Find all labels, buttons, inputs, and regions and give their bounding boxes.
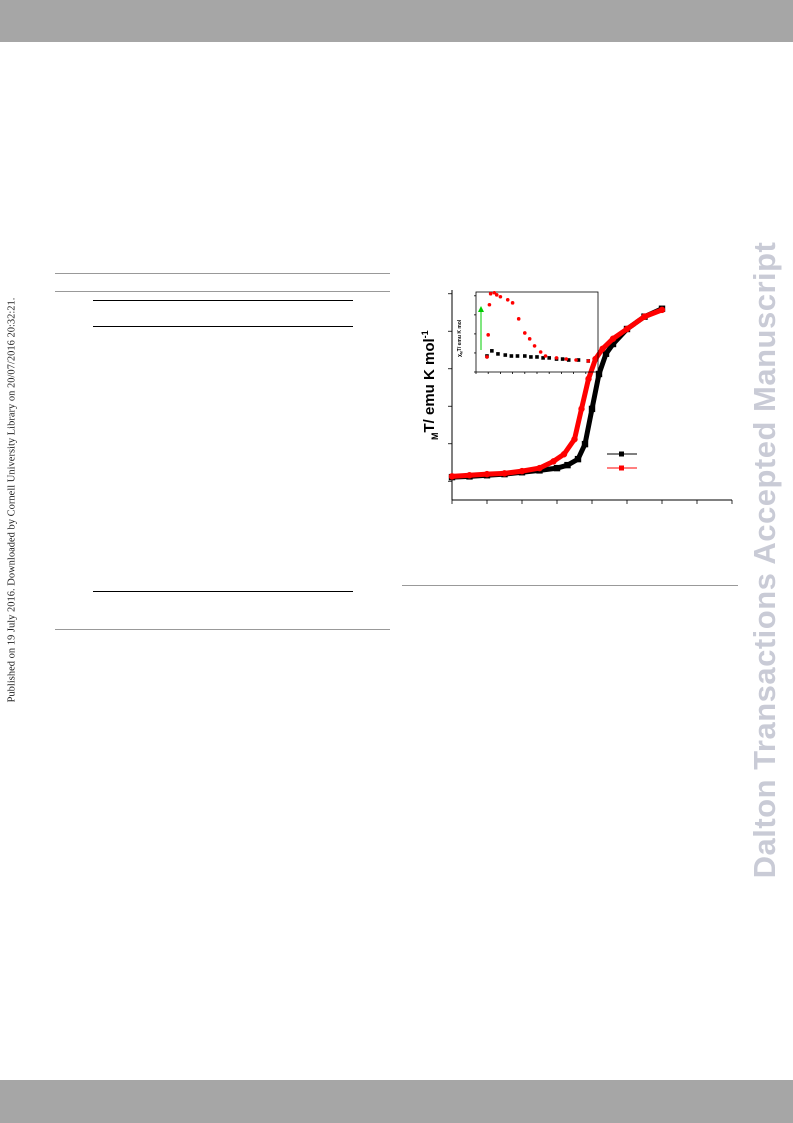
marker: [641, 313, 648, 320]
marker: [518, 467, 526, 475]
marker: [564, 461, 571, 469]
marker: [588, 405, 596, 413]
marker: [599, 345, 606, 353]
marker: [560, 357, 565, 361]
series-line: [451, 307, 663, 479]
marker: [505, 298, 510, 302]
inset-y-label-main: T/ emu K mol: [457, 319, 463, 351]
marker: [523, 331, 527, 335]
marker: [535, 355, 539, 359]
marker: [509, 354, 514, 358]
table-rule: [93, 300, 353, 301]
marker: [483, 470, 491, 478]
marker: [538, 350, 543, 354]
marker: [510, 301, 515, 305]
marker: [571, 436, 578, 443]
marker: [503, 353, 508, 357]
marker: [516, 317, 521, 321]
inset-arrow-head: [478, 306, 484, 312]
marker: [585, 375, 592, 383]
table-rule: [93, 591, 353, 592]
marker: [578, 405, 585, 413]
y-label-sup: -1: [420, 330, 430, 338]
marker: [529, 355, 533, 359]
marker: [448, 473, 456, 480]
rule: [55, 273, 390, 274]
rule: [55, 629, 390, 630]
marker: [492, 290, 497, 295]
marker: [560, 451, 568, 458]
marker: [602, 350, 610, 357]
marker: [488, 291, 493, 296]
marker: [515, 354, 520, 358]
marker: [532, 344, 537, 348]
marker: [498, 294, 503, 299]
legend-marker: [619, 451, 624, 457]
marker: [547, 356, 551, 360]
inset-y-label-chi: χ: [457, 354, 463, 357]
marker: [523, 354, 527, 358]
marker: [609, 335, 617, 342]
marker: [566, 358, 571, 362]
legend-marker: [619, 465, 624, 471]
inset-y-label: χMT/ emu K mol: [457, 319, 464, 357]
marker: [496, 352, 500, 356]
rule: [402, 585, 738, 586]
header-bar: [0, 0, 793, 42]
marker: [595, 370, 603, 378]
marker: [486, 333, 491, 337]
marker: [553, 464, 561, 472]
marker: [609, 340, 617, 348]
marker: [550, 458, 557, 465]
footer-bar: [0, 1080, 793, 1123]
rule: [55, 291, 390, 292]
marker: [592, 355, 599, 363]
marker: [536, 464, 543, 472]
marker: [490, 349, 494, 353]
marker: [574, 358, 578, 362]
marker: [541, 356, 545, 360]
marker: [554, 356, 559, 360]
marker: [574, 455, 582, 463]
marker: [487, 302, 492, 307]
series-line: [451, 306, 664, 480]
y-label-sub: M: [430, 433, 440, 441]
marker: [501, 470, 508, 477]
marker: [564, 357, 569, 361]
marker: [581, 440, 589, 448]
marker: [586, 359, 591, 363]
marker: [623, 325, 631, 333]
marker: [658, 306, 666, 314]
marker: [527, 337, 532, 341]
marker: [543, 354, 548, 358]
y-label-main: T/ emu K mol: [421, 338, 438, 432]
marker: [494, 293, 499, 297]
y-axis-label: MT/ emu K mol-1: [420, 330, 440, 440]
marker: [485, 355, 489, 359]
marker: [576, 358, 581, 362]
inset-y-label-sub: M: [460, 351, 464, 354]
table-rule: [93, 326, 353, 327]
marker: [466, 472, 473, 479]
